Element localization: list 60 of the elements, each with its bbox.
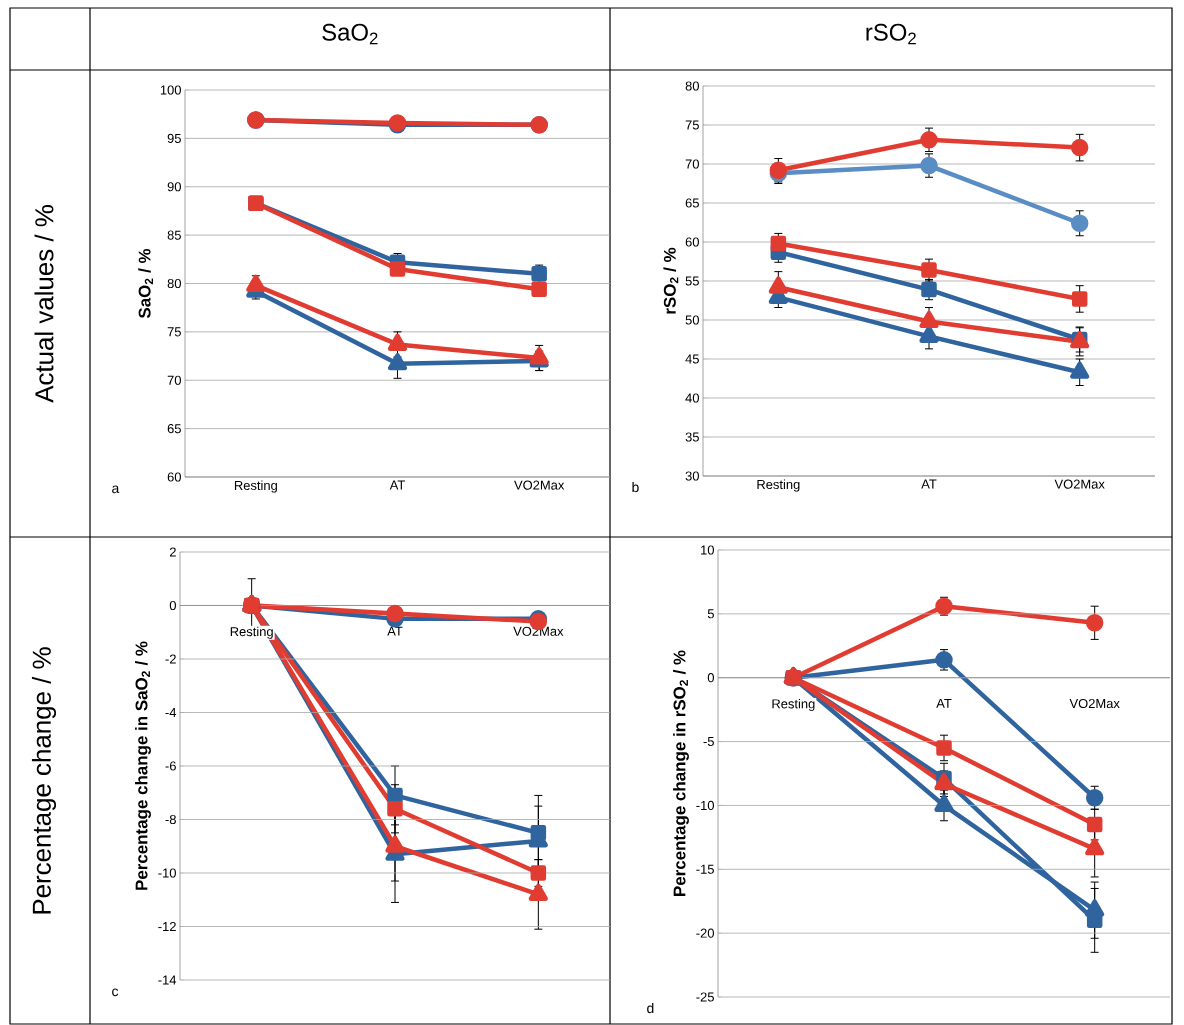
y-tick-label: 80 bbox=[167, 278, 181, 289]
y-tick-label: -10 bbox=[696, 800, 714, 811]
y-tick-label: 95 bbox=[167, 133, 181, 143]
y-axis-title: rSO$_{2}$ / % bbox=[663, 247, 679, 314]
y-tick-label: 60 bbox=[167, 472, 181, 482]
y-tick-label: 85 bbox=[167, 230, 181, 240]
y-tick-label: 80 bbox=[685, 81, 699, 91]
x-tick-label: Resting bbox=[772, 698, 815, 711]
y-tick-label: -12 bbox=[158, 921, 176, 932]
y-tick-label: -6 bbox=[165, 761, 176, 771]
y-tick-label: -5 bbox=[703, 737, 714, 747]
text: d bbox=[647, 1002, 654, 1014]
x-tick-label: AT bbox=[389, 480, 405, 490]
y-tick-label: 65 bbox=[685, 198, 699, 208]
y-tick-label: -14 bbox=[158, 975, 177, 985]
y-tick-label: 90 bbox=[167, 182, 181, 192]
y-tick-label: 2 bbox=[169, 547, 176, 557]
x-tick-label: AT bbox=[936, 698, 952, 708]
y-tick-label: 30 bbox=[685, 471, 699, 481]
y-tick-label: 70 bbox=[167, 375, 181, 385]
text: b bbox=[632, 481, 639, 493]
text: a bbox=[112, 485, 120, 494]
y-tick-label: -2 bbox=[165, 654, 176, 664]
x-tick-label: Resting bbox=[230, 626, 273, 639]
x-tick-label: VO2Max bbox=[1069, 698, 1120, 709]
y-tick-label: 45 bbox=[685, 354, 699, 364]
y-tick-label: -8 bbox=[165, 814, 176, 825]
y-tick-label: 40 bbox=[685, 393, 699, 403]
x-tick-label: AT bbox=[387, 626, 403, 636]
y-tick-label: 70 bbox=[685, 159, 699, 169]
y-tick-label: 50 bbox=[685, 315, 699, 325]
text: Percentage change / % bbox=[31, 647, 57, 914]
y-tick-label: -4 bbox=[165, 708, 177, 717]
x-tick-label: VO2Max bbox=[1054, 479, 1105, 489]
y-tick-label: 75 bbox=[685, 120, 699, 130]
y-tick-label: 0 bbox=[707, 673, 714, 683]
y-tick-label: -15 bbox=[696, 864, 714, 874]
y-tick-label: 5 bbox=[707, 609, 714, 619]
y-tick-label: 65 bbox=[167, 424, 181, 434]
y-tick-label: 10 bbox=[701, 545, 714, 555]
y-tick-label: 55 bbox=[685, 276, 699, 286]
y-tick-label: -20 bbox=[696, 928, 714, 938]
x-tick-label: Resting bbox=[234, 480, 277, 493]
y-tick-label: -25 bbox=[696, 992, 714, 1002]
y-axis-title: Percentage change in SaO$_{2}$ / % bbox=[135, 641, 151, 890]
text: c bbox=[112, 988, 119, 997]
y-tick-label: 60 bbox=[685, 237, 699, 247]
text: Actual values / % bbox=[34, 205, 54, 403]
x-tick-label: Resting bbox=[757, 479, 800, 492]
x-tick-label: AT bbox=[921, 479, 937, 489]
chart-title: SaO$_{2}$ bbox=[322, 23, 378, 45]
y-tick-label: -10 bbox=[158, 868, 176, 878]
y-tick-label: 0 bbox=[169, 600, 176, 611]
y-tick-label: 75 bbox=[167, 327, 181, 337]
chart-title: rSO$_{2}$ bbox=[866, 23, 916, 45]
y-axis-title: Percentage change in rSO$_{2}$ / % bbox=[673, 650, 689, 896]
x-tick-label: VO2Max bbox=[514, 480, 565, 490]
y-tick-label: 100 bbox=[160, 85, 181, 95]
y-tick-label: 35 bbox=[685, 432, 699, 442]
y-axis-title: SaO$_{2}$ / % bbox=[138, 248, 154, 319]
